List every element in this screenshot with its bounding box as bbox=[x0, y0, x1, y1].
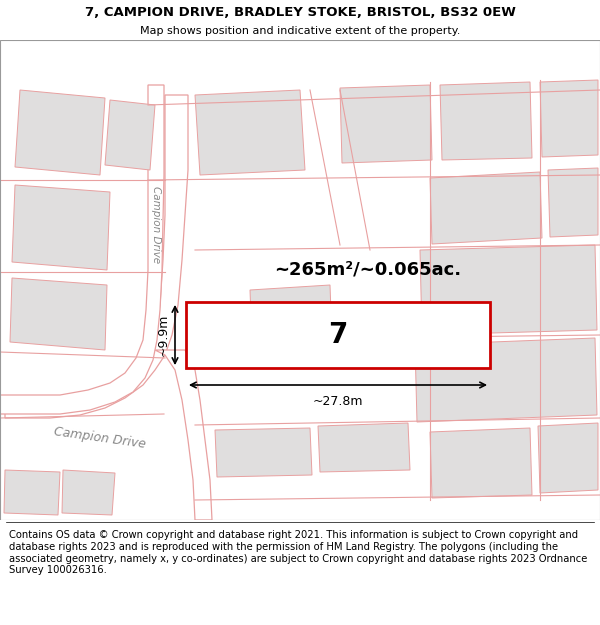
Polygon shape bbox=[420, 245, 597, 335]
Polygon shape bbox=[186, 302, 490, 368]
Text: 7, CAMPION DRIVE, BRADLEY STOKE, BRISTOL, BS32 0EW: 7, CAMPION DRIVE, BRADLEY STOKE, BRISTOL… bbox=[85, 6, 515, 19]
Polygon shape bbox=[155, 350, 212, 520]
Text: ~9.9m: ~9.9m bbox=[157, 314, 170, 356]
Polygon shape bbox=[195, 90, 305, 175]
Polygon shape bbox=[62, 470, 115, 515]
Polygon shape bbox=[12, 185, 110, 270]
Polygon shape bbox=[4, 470, 60, 515]
Polygon shape bbox=[340, 85, 432, 163]
Polygon shape bbox=[250, 285, 332, 345]
Text: Contains OS data © Crown copyright and database right 2021. This information is : Contains OS data © Crown copyright and d… bbox=[9, 531, 587, 575]
Polygon shape bbox=[540, 80, 598, 157]
Text: 7: 7 bbox=[328, 321, 347, 349]
Polygon shape bbox=[415, 338, 597, 422]
Polygon shape bbox=[440, 82, 532, 160]
Text: Campion Drive: Campion Drive bbox=[151, 186, 161, 264]
Polygon shape bbox=[0, 85, 164, 414]
Polygon shape bbox=[548, 168, 598, 237]
Polygon shape bbox=[318, 423, 410, 472]
Polygon shape bbox=[215, 428, 312, 477]
Polygon shape bbox=[10, 278, 107, 350]
Polygon shape bbox=[5, 95, 188, 418]
Text: ~265m²/~0.065ac.: ~265m²/~0.065ac. bbox=[274, 261, 461, 279]
Text: ~27.8m: ~27.8m bbox=[313, 395, 363, 408]
Polygon shape bbox=[15, 90, 105, 175]
Polygon shape bbox=[105, 100, 155, 170]
Polygon shape bbox=[538, 423, 598, 493]
Text: Campion Drive: Campion Drive bbox=[53, 425, 147, 451]
Polygon shape bbox=[430, 428, 532, 498]
Text: Map shows position and indicative extent of the property.: Map shows position and indicative extent… bbox=[140, 26, 460, 36]
Polygon shape bbox=[430, 172, 542, 244]
